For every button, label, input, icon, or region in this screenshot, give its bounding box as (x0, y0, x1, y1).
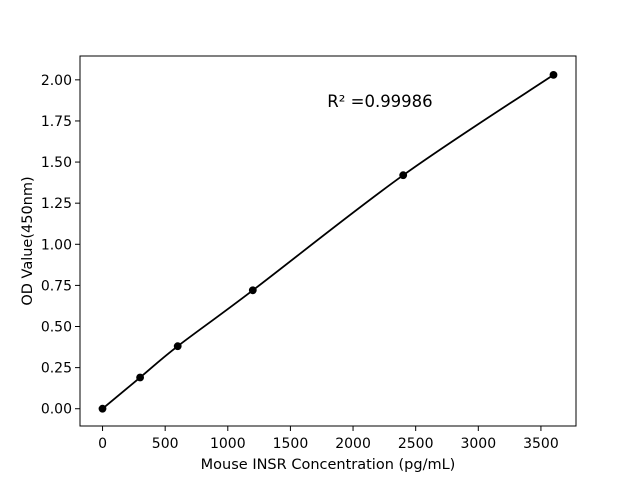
data-point-marker (248, 286, 257, 295)
data-point-marker (173, 342, 182, 351)
data-point-marker (98, 404, 107, 413)
y-tick-label: 1.25 (41, 196, 72, 212)
x-tick-label: 500 (152, 436, 179, 452)
y-tick-label: 1.75 (41, 114, 72, 130)
y-tick-label: 2.00 (41, 73, 72, 89)
x-tick-label: 3000 (460, 436, 496, 452)
x-axis-label: Mouse INSR Concentration (pg/mL) (201, 457, 456, 473)
x-tick-label: 1000 (210, 436, 246, 452)
y-tick-label: 0.00 (41, 402, 72, 418)
y-tick-label: 0.50 (41, 320, 72, 336)
x-tick-label: 2500 (398, 436, 434, 452)
x-axis-ticks: 0 500 1000 1500 2000 2500 3000 3500 (98, 426, 559, 452)
x-tick-label: 1500 (273, 436, 309, 452)
y-axis-label: OD Value(450nm) (20, 176, 36, 305)
data-points (98, 71, 558, 413)
data-point-marker (136, 373, 145, 382)
axes-frame (79, 55, 577, 427)
y-axis-ticks: 0.00 0.25 0.50 0.75 1.00 1.25 1.50 1.75 2.00 (41, 73, 80, 418)
y-tick-label: 0.25 (41, 361, 72, 377)
x-tick-label: 2000 (335, 436, 371, 452)
x-tick-label: 0 (98, 436, 107, 452)
r-squared-annotation: R² =0.99986 (327, 92, 432, 111)
data-point-marker (549, 71, 558, 79)
y-tick-label: 1.00 (41, 237, 72, 253)
x-tick-label: 3500 (523, 436, 559, 452)
data-point-marker (399, 171, 408, 180)
y-tick-label: 1.50 (41, 155, 72, 171)
y-tick-label: 0.75 (41, 278, 72, 294)
